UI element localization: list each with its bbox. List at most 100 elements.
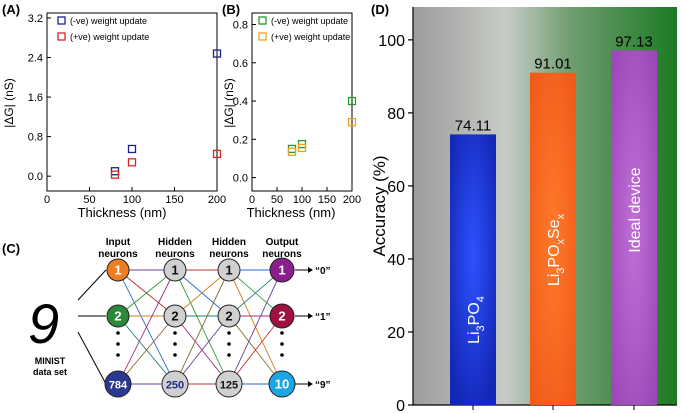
bar-value-label: 97.13 <box>615 33 653 50</box>
column-header: Hidden <box>212 237 246 248</box>
neuron-label: 2 <box>171 309 178 324</box>
output-class-label: “9” <box>315 380 331 391</box>
panel-a-ylabel: |ΔG| (nS) <box>2 78 16 128</box>
ytick-label: 0.0 <box>233 173 248 185</box>
network-edge <box>228 269 283 385</box>
ellipsis-dot <box>173 342 177 346</box>
output-arrowhead <box>308 381 313 387</box>
ytick-label: 0.2 <box>233 134 248 146</box>
neuron-node <box>215 370 243 398</box>
neuron-node <box>217 258 241 282</box>
neuron-label: 250 <box>166 380 184 392</box>
neuron-node <box>163 258 187 282</box>
xtick-label: 200 <box>343 194 361 206</box>
ellipsis-dot <box>227 342 231 346</box>
ytick-label: 0.8 <box>28 132 43 144</box>
ytick-label: 60 <box>387 179 405 196</box>
ytick-label: 3.2 <box>28 13 43 25</box>
bar-value-label: 74.11 <box>455 117 491 134</box>
output-arrowhead <box>308 313 313 319</box>
legend-label-pos-b: (+ve) weight update <box>271 32 350 42</box>
neuron-label: 784 <box>109 380 128 392</box>
ytick-label: 100 <box>378 33 405 50</box>
ellipsis-dot <box>116 342 120 346</box>
neuron-label: 2 <box>225 309 232 324</box>
input-edge <box>77 331 107 385</box>
ytick-label: 20 <box>387 325 405 342</box>
panel-a-xlabel: Thickness (nm) <box>78 205 167 220</box>
panel-b: (B) 0.0 0.2 0.4 0.6 0.8 0 50 100 150 200 (-ve) w… <box>222 2 361 220</box>
panel-d: (D) 0 20 40 60 80 100 74.11 91.01 97.13 Li3PO4 Li… <box>370 2 677 413</box>
ellipsis-dot <box>116 353 120 357</box>
data-point-series-1 <box>212 149 222 159</box>
bar-0 <box>450 134 496 405</box>
neuron-node <box>106 258 130 282</box>
bar-value-label: 91.01 <box>534 56 572 73</box>
handwritten-digit: 9 <box>28 292 59 355</box>
neuron-node <box>269 257 295 283</box>
ytick-label: 1.6 <box>28 92 43 104</box>
data-point-series-0 <box>347 96 357 106</box>
neuron-label: 2 <box>114 309 121 324</box>
panel-b-ylabel: |ΔG| (nS) <box>222 78 236 128</box>
legend-marker-neg-b <box>258 16 267 25</box>
panel-d-tag: (D) <box>371 2 389 17</box>
bar-category-label: Li3PO4 <box>466 296 487 344</box>
neuron-node <box>161 370 189 398</box>
network-edge <box>228 315 283 385</box>
data-point-series-1 <box>347 117 357 127</box>
ytick-label: 0.6 <box>233 58 248 70</box>
ytick-label: 40 <box>387 252 405 269</box>
ytick-label: 0.4 <box>233 96 248 108</box>
neuron-node <box>269 303 295 329</box>
ellipsis-dot <box>280 342 284 346</box>
output-arrowhead <box>308 267 313 273</box>
column-header: neurons <box>209 249 249 260</box>
column-header: Output <box>266 237 299 248</box>
column-header: Input <box>106 237 131 248</box>
network-edge <box>174 315 230 385</box>
legend-marker-pos-b <box>258 32 267 41</box>
neuron-label: 1 <box>278 263 285 278</box>
xtick-label: 150 <box>318 194 336 206</box>
panel-b-tag: (B) <box>222 2 240 17</box>
xtick-label: 200 <box>208 194 226 206</box>
network-edge <box>117 315 176 385</box>
panel-c-tag: (C) <box>2 241 20 256</box>
legend-marker-pos-a <box>57 32 66 41</box>
neuron-label: 125 <box>220 380 238 392</box>
ytick-label: 0 <box>396 398 405 413</box>
neuron-label: 1 <box>171 263 178 278</box>
data-point-series-1 <box>110 170 120 179</box>
data-point-series-0 <box>212 49 222 58</box>
data-point-series-1 <box>297 143 307 153</box>
neuron-label: 1 <box>114 263 121 278</box>
xtick-label: 100 <box>123 194 141 206</box>
dataset-label-line2: data set <box>33 367 67 377</box>
panel-a-tag: (A) <box>2 2 20 17</box>
neuron-label: 2 <box>278 309 285 324</box>
legend-label-neg-b: (-ve) weight update <box>271 16 348 26</box>
ytick-label: 0.0 <box>28 171 43 183</box>
xtick-label: 150 <box>165 194 183 206</box>
data-point-series-1 <box>127 158 137 167</box>
neuron-node <box>163 304 187 328</box>
ellipsis-dot <box>227 353 231 357</box>
bar-category-label: Ideal device <box>627 167 644 252</box>
bar-1 <box>530 72 576 405</box>
panel-c: (C) InputneuronsHiddenneuronsHiddenneuro… <box>2 237 331 398</box>
neuron-node <box>104 370 132 398</box>
ellipsis-dot <box>173 353 177 357</box>
legend-label-neg-a: (-ve) weight update <box>70 16 147 26</box>
xtick-label: 0 <box>249 194 255 206</box>
neuron-node <box>106 304 130 328</box>
panel-b-xlabel: Thickness (nm) <box>247 205 336 220</box>
ytick-label: 80 <box>387 106 405 123</box>
neuron-label: 1 <box>225 263 232 278</box>
xtick-label: 50 <box>83 194 95 206</box>
output-class-label: “0” <box>315 266 331 277</box>
panel-d-ylabel: Accuracy (%) <box>370 155 389 256</box>
dataset-label-line1: MINIST <box>35 356 66 366</box>
input-edge <box>77 269 107 301</box>
